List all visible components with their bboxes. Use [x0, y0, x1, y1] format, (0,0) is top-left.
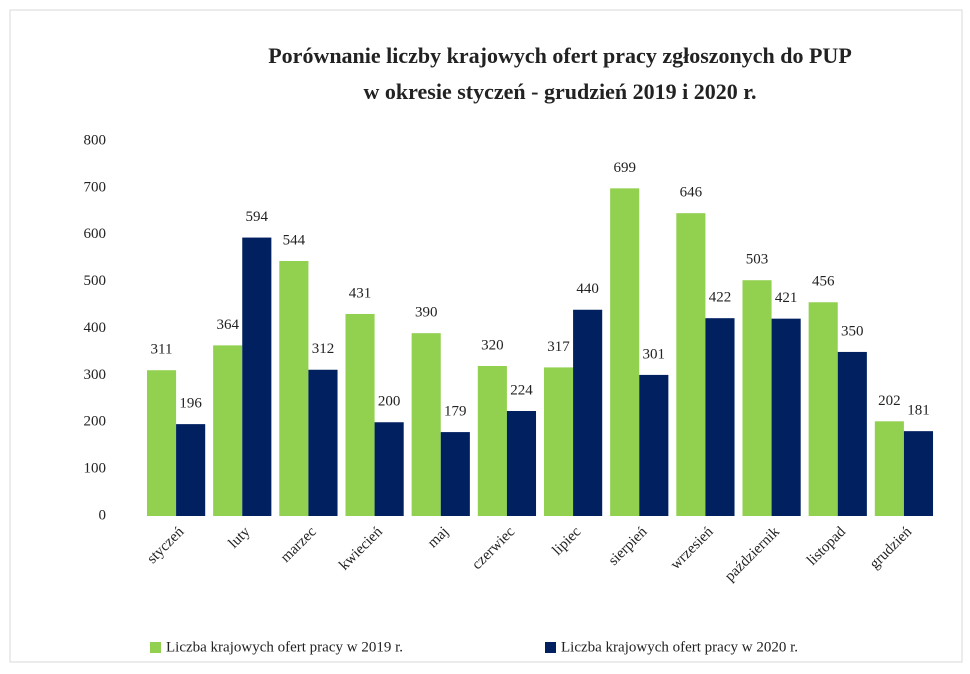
y-tick-label: 400 — [84, 320, 107, 336]
data-label: 311 — [151, 342, 173, 358]
legend-swatch — [150, 642, 161, 653]
bar — [808, 302, 838, 516]
bar — [477, 366, 507, 516]
bar — [639, 374, 669, 516]
data-label: 699 — [613, 160, 636, 176]
bar — [242, 237, 272, 516]
data-label: 594 — [246, 209, 269, 225]
y-tick-label: 0 — [99, 507, 107, 523]
bar — [573, 309, 603, 516]
data-label: 390 — [415, 305, 438, 321]
bar — [543, 367, 574, 516]
y-tick-label: 500 — [84, 273, 107, 289]
data-label: 317 — [547, 339, 570, 355]
legend-label: Liczba krajowych ofert pracy w 2020 r. — [561, 639, 798, 655]
y-tick-label: 200 — [84, 414, 107, 430]
y-tick-label: 600 — [84, 226, 107, 242]
y-tick-label: 700 — [84, 179, 107, 195]
y-tick-label: 300 — [84, 367, 107, 383]
bar — [742, 280, 772, 516]
data-label: 440 — [576, 281, 599, 297]
data-label: 364 — [216, 317, 239, 333]
chart-frame — [9, 9, 963, 663]
data-label: 200 — [378, 394, 401, 410]
data-label: 646 — [680, 185, 703, 201]
data-label: 179 — [444, 404, 467, 420]
chart-title: w okresie styczeń - grudzień 2019 i 2020… — [364, 79, 757, 104]
data-label: 224 — [510, 382, 533, 398]
data-label: 301 — [643, 346, 666, 362]
bar — [411, 333, 441, 516]
bar — [903, 431, 934, 516]
data-label: 503 — [746, 252, 769, 268]
legend-swatch — [545, 642, 556, 653]
bar — [874, 421, 904, 516]
bar — [213, 345, 243, 516]
data-label: 431 — [349, 285, 372, 301]
bar — [771, 318, 801, 516]
data-label: 544 — [283, 232, 306, 248]
chart-title: Porównanie liczby krajowych ofert pracy … — [268, 43, 852, 68]
bar — [837, 351, 867, 516]
data-label: 320 — [481, 337, 504, 353]
data-label: 181 — [907, 403, 930, 419]
y-tick-label: 800 — [84, 132, 107, 148]
bar — [176, 424, 206, 516]
data-label: 312 — [312, 341, 335, 357]
bar — [610, 188, 640, 516]
y-tick-label: 100 — [84, 461, 107, 477]
bar — [440, 432, 470, 516]
data-label: 421 — [775, 290, 798, 306]
bar — [506, 411, 537, 516]
bar — [146, 370, 177, 516]
data-label: 202 — [878, 393, 901, 409]
data-label: 456 — [812, 274, 835, 290]
data-label: 422 — [709, 290, 732, 306]
bar — [308, 369, 338, 516]
bar — [705, 318, 735, 516]
legend-label: Liczba krajowych ofert pracy w 2019 r. — [166, 639, 403, 655]
bar — [279, 261, 309, 516]
bar — [374, 422, 404, 516]
data-label: 350 — [841, 323, 864, 339]
data-label: 196 — [179, 396, 202, 412]
bar — [345, 313, 375, 516]
bar — [676, 213, 706, 516]
